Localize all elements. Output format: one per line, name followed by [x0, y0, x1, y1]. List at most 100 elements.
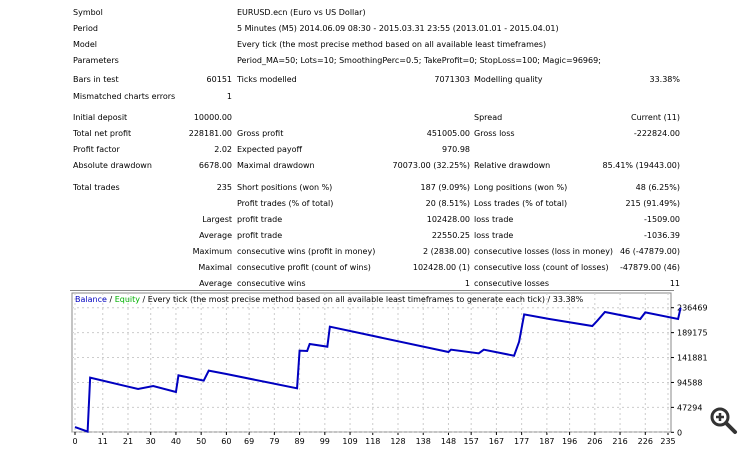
mcl-value: 46 (-47879.00)	[619, 247, 680, 256]
mcl-label: consecutive losses (loss in money)	[474, 247, 614, 256]
x-tick-label: 148	[441, 437, 456, 446]
x-tick-label: 187	[539, 437, 554, 446]
quality-value: 33.38%	[649, 75, 680, 84]
short-label: Short positions (won %)	[237, 183, 333, 192]
pt-value: 20 (8.51%)	[425, 199, 470, 208]
rel-dd-value: 85.41% (19443.00)	[602, 161, 680, 170]
x-tick-label: 167	[489, 437, 504, 446]
rel-dd-label: Relative drawdown	[474, 161, 551, 170]
chart-legend: Balance / Equity / Every tick (the most …	[75, 295, 583, 304]
x-tick-label: 50	[196, 437, 206, 446]
pt-label: Profit trades (% of total)	[237, 199, 334, 208]
symbol-label: Symbol	[73, 8, 103, 17]
mclc-label: consecutive loss (count of losses)	[474, 263, 609, 272]
acl-label: consecutive losses	[474, 279, 550, 288]
lpt-label: profit trade	[237, 215, 283, 224]
parameters-label: Parameters	[73, 56, 119, 65]
x-tick-label: 196	[562, 437, 577, 446]
maximum-label: Maximum	[192, 247, 232, 256]
alt-label: loss trade	[474, 231, 514, 240]
quality-label: Modelling quality	[474, 75, 543, 84]
x-tick-label: 40	[171, 437, 181, 446]
largest-label: Largest	[202, 215, 232, 224]
apt-value: 22550.25	[431, 231, 470, 240]
x-tick-label: 0	[72, 437, 77, 446]
short-value: 187 (9.09%)	[420, 183, 470, 192]
spread-label: Spread	[474, 113, 503, 122]
model-value: Every tick (the most precise method base…	[237, 40, 547, 49]
x-tick-label: 118	[365, 437, 380, 446]
maximal-label: Maximal	[198, 263, 232, 272]
gross-loss-value: -222824.00	[633, 129, 680, 138]
x-tick-label: 206	[587, 437, 602, 446]
bars-label: Bars in test	[73, 75, 119, 84]
llt-value: -1509.00	[644, 215, 680, 224]
model-label: Model	[73, 40, 98, 49]
y-tick-label: 189175	[677, 329, 708, 338]
x-tick-label: 79	[269, 437, 279, 446]
abs-dd-label: Absolute drawdown	[73, 161, 152, 170]
y-tick-label: 94588	[677, 378, 702, 387]
long-value: 48 (6.25%)	[635, 183, 680, 192]
ep-label: Expected payoff	[237, 145, 302, 154]
net-value: 228181.00	[188, 129, 232, 138]
acl-value: 11	[669, 279, 680, 288]
acw-value: 1	[464, 279, 470, 288]
gross-profit-label: Gross profit	[237, 129, 284, 138]
llt-label: loss trade	[474, 215, 514, 224]
x-tick-label: 177	[514, 437, 529, 446]
lt-value: 215 (91.49%)	[625, 199, 680, 208]
mcp-value: 102428.00 (1)	[412, 263, 470, 272]
x-tick-label: 109	[342, 437, 357, 446]
mcp-label: consecutive profit (count of wins)	[237, 263, 371, 272]
pf-value: 2.02	[214, 145, 232, 154]
ticks-label: Ticks modelled	[237, 75, 297, 84]
average2-label: Average	[199, 279, 232, 288]
max-dd-label: Maximal drawdown	[237, 161, 315, 170]
y-tick-label: 236469	[677, 304, 708, 313]
y-tick-label: 47294	[677, 403, 702, 412]
x-tick-label: 11	[98, 437, 108, 446]
legend-sep: /	[106, 295, 115, 304]
x-tick-label: 235	[660, 437, 675, 446]
zoom-in-icon[interactable]	[708, 405, 738, 435]
trades-value: 235	[216, 183, 232, 192]
x-tick-label: 60	[221, 437, 231, 446]
spread-value: Current (11)	[630, 113, 680, 122]
plot-area	[71, 292, 672, 433]
period-value: 5 Minutes (M5) 2014.06.09 08:30 - 2015.0…	[237, 24, 559, 33]
net-label: Total net profit	[73, 129, 132, 138]
x-tick-label: 157	[464, 437, 479, 446]
period-label: Period	[73, 24, 98, 33]
symbol-value: EURUSD.ecn (Euro vs US Dollar)	[237, 8, 366, 17]
y-tick-label: 141881	[677, 354, 708, 363]
trades-label: Total trades	[73, 183, 120, 192]
average-label: Average	[199, 231, 232, 240]
apt-label: profit trade	[237, 231, 283, 240]
mismatch-value: 1	[226, 92, 232, 101]
x-tick-label: 30	[146, 437, 156, 446]
x-tick-label: 216	[612, 437, 627, 446]
deposit-label: Initial deposit	[73, 113, 128, 122]
mclc-value: -47879.00 (46)	[619, 263, 680, 272]
gross-loss-label: Gross loss	[474, 129, 515, 138]
acw-label: consecutive wins	[237, 279, 306, 288]
long-label: Long positions (won %)	[474, 183, 568, 192]
x-tick-label: 89	[294, 437, 304, 446]
x-tick-label: 128	[390, 437, 405, 446]
legend-balance: Balance	[75, 295, 107, 304]
abs-dd-value: 6678.00	[198, 161, 232, 170]
legend-text: / Every tick (the most precise method ba…	[139, 295, 584, 304]
lt-label: Loss trades (% of total)	[474, 199, 568, 208]
x-tick-label: 138	[416, 437, 431, 446]
pf-label: Profit factor	[73, 145, 120, 154]
x-tick-label: 226	[638, 437, 653, 446]
max-dd-value: 70073.00 (32.25%)	[392, 161, 470, 170]
mismatch-label: Mismatched charts errors	[73, 92, 176, 101]
gross-profit-value: 451005.00	[426, 129, 470, 138]
legend-equity: Equity	[114, 295, 140, 304]
bars-value: 60151	[206, 75, 232, 84]
ticks-value: 7071303	[434, 75, 470, 84]
lpt-value: 102428.00	[426, 215, 470, 224]
